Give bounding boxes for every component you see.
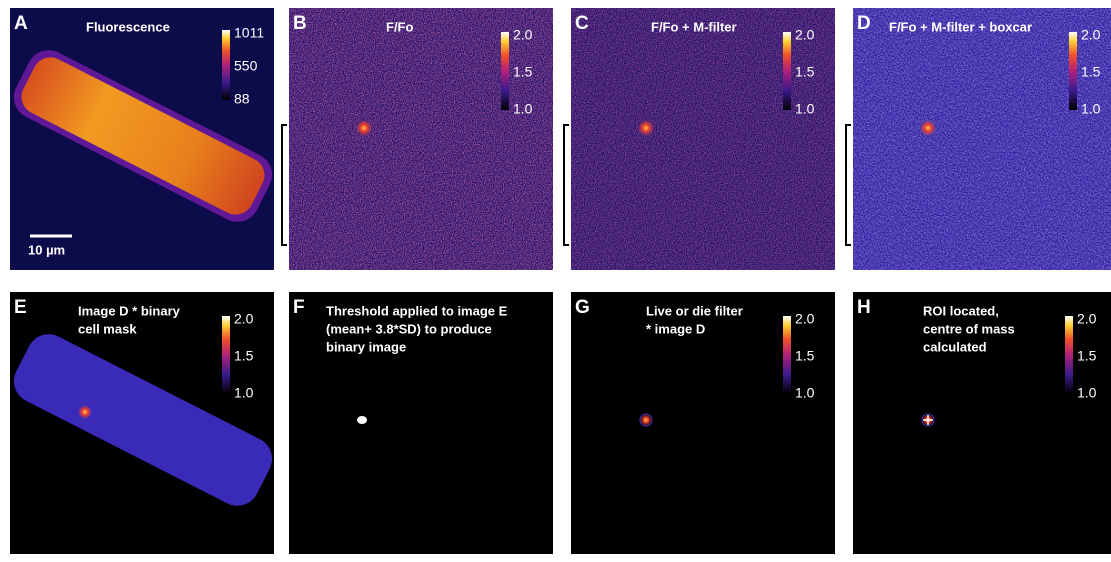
bracket bbox=[281, 124, 287, 246]
image-noise bbox=[853, 8, 1111, 270]
panel-title: F/Fo + M-filter bbox=[651, 19, 737, 34]
panel-title: F/Fo bbox=[386, 19, 413, 34]
binary-spot bbox=[357, 416, 367, 424]
calcium-spark bbox=[638, 120, 654, 136]
panel-title: cell mask bbox=[78, 321, 137, 336]
panel-letter: B bbox=[293, 13, 307, 34]
colorbar bbox=[783, 32, 791, 110]
panel: B F/Fo 2.0 1.5 1.0 bbox=[281, 8, 553, 270]
panel-title: (mean+ 3.8*SD) to produce bbox=[326, 321, 492, 336]
colorbar-label: 88 bbox=[234, 91, 250, 107]
bracket bbox=[563, 124, 569, 246]
panel-title: centre of mass bbox=[923, 321, 1015, 336]
panel: D F/Fo + M-filter + boxcar 2.0 1.5 1.0 bbox=[845, 8, 1111, 270]
calcium-spark bbox=[920, 120, 936, 136]
colorbar-label: 1.5 bbox=[1081, 64, 1101, 80]
image-background bbox=[289, 292, 553, 554]
colorbar-label: 1.0 bbox=[1081, 101, 1101, 117]
colorbar-label: 2.0 bbox=[513, 27, 533, 43]
colorbar-label: 2.0 bbox=[1081, 27, 1101, 43]
colorbar-label: 1011 bbox=[234, 25, 264, 41]
colorbar-label: 1.5 bbox=[1077, 348, 1097, 364]
panel: G Live or die filter * image D 2.0 1.5 1.0 bbox=[571, 292, 835, 554]
panel: E Image D * binary cell mask 2.0 1.5 1.0 bbox=[10, 292, 274, 554]
panel-title: Fluorescence bbox=[86, 19, 170, 34]
colorbar bbox=[222, 30, 230, 100]
panel-title: F/Fo + M-filter + boxcar bbox=[889, 19, 1032, 34]
colorbar-label: 1.5 bbox=[795, 348, 815, 364]
panel: F Threshold applied to image E (mean+ 3.8*… bbox=[289, 292, 553, 554]
colorbar-label: 1.5 bbox=[513, 64, 533, 80]
panel-title: binary image bbox=[326, 339, 406, 354]
panel-letter: F bbox=[293, 297, 305, 318]
roi-spot bbox=[639, 413, 653, 427]
colorbar-label: 1.5 bbox=[795, 64, 815, 80]
panel: C F/Fo + M-filter 2.0 1.5 1.0 bbox=[563, 8, 835, 270]
panel-title: ROI located, bbox=[923, 303, 999, 318]
colorbar-label: 2.0 bbox=[234, 311, 254, 327]
colorbar-label: 550 bbox=[234, 58, 258, 74]
colorbar-label: 1.0 bbox=[795, 385, 815, 401]
colorbar-label: 2.0 bbox=[795, 311, 815, 327]
colorbar bbox=[222, 316, 230, 394]
panel-title: calculated bbox=[923, 339, 987, 354]
colorbar bbox=[1065, 316, 1073, 394]
cell bbox=[21, 57, 265, 215]
colorbar bbox=[501, 32, 509, 110]
colorbar-label: 1.0 bbox=[513, 101, 533, 117]
panel-letter: H bbox=[857, 297, 871, 318]
colorbar-label: 1.0 bbox=[1077, 385, 1097, 401]
colorbar-label: 2.0 bbox=[1077, 311, 1097, 327]
colorbar-label: 1.5 bbox=[234, 348, 254, 364]
panel-title: Live or die filter bbox=[646, 303, 743, 318]
colorbar-label: 2.0 bbox=[795, 27, 815, 43]
panel-title: Image D * binary bbox=[78, 303, 181, 318]
bracket bbox=[845, 124, 851, 246]
calcium-spark bbox=[78, 405, 92, 419]
image-noise bbox=[289, 8, 553, 270]
panel-letter: D bbox=[857, 13, 871, 34]
scale-bar-label: 10 µm bbox=[28, 242, 65, 257]
panel-title: Threshold applied to image E bbox=[326, 303, 508, 318]
cell bbox=[13, 334, 273, 506]
panel-letter: C bbox=[575, 13, 589, 34]
panel-letter: A bbox=[14, 13, 28, 34]
panel-letter: E bbox=[14, 297, 27, 318]
colorbar-label: 1.0 bbox=[795, 101, 815, 117]
panel: A Fluorescence 1011 550 88 10 µm bbox=[10, 8, 274, 270]
image-noise bbox=[571, 8, 835, 270]
colorbar bbox=[783, 316, 791, 394]
calcium-spark bbox=[356, 120, 372, 136]
panel: H ROI located, centre of mass calculated 2.0… bbox=[853, 292, 1111, 554]
panel-letter: G bbox=[575, 297, 590, 318]
colorbar-label: 1.0 bbox=[234, 385, 254, 401]
colorbar bbox=[1069, 32, 1077, 110]
panel-title: * image D bbox=[646, 321, 705, 336]
